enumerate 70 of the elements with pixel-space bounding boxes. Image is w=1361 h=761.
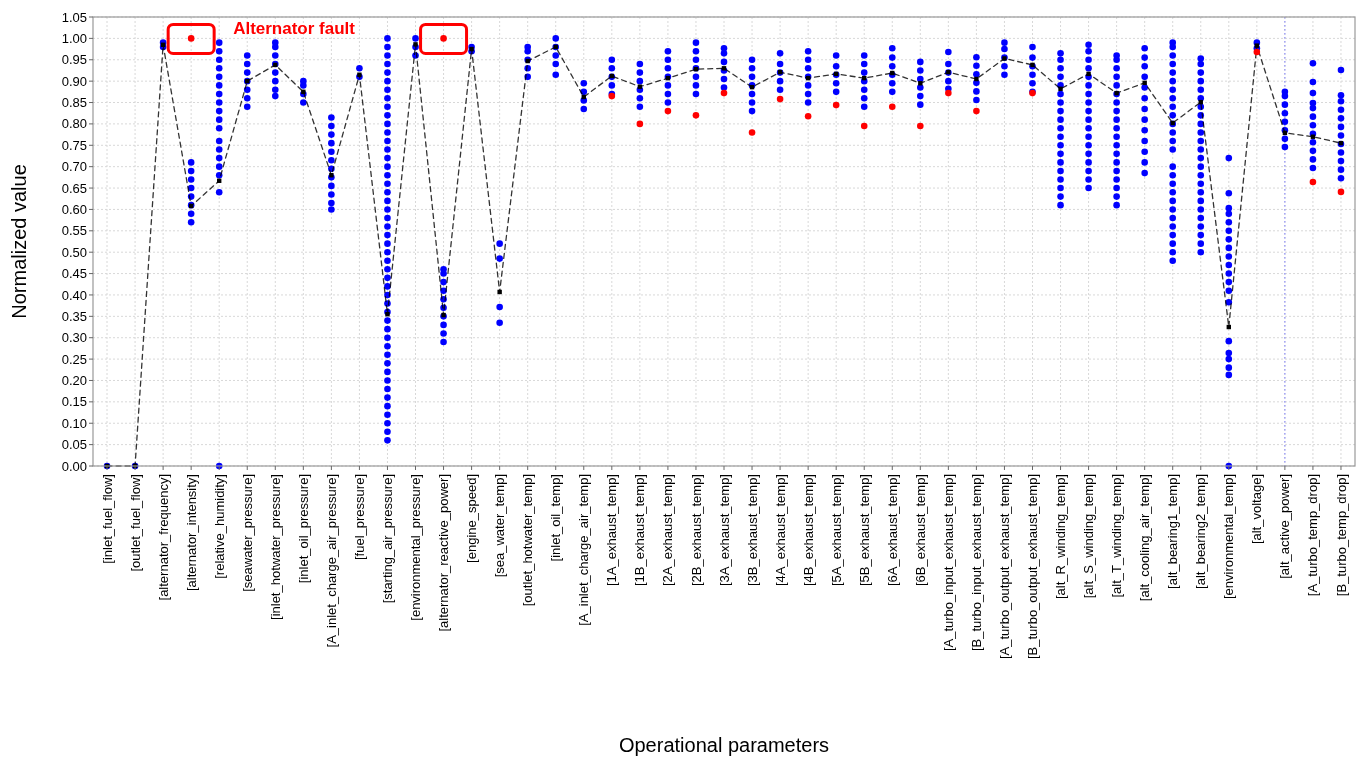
x-tick-label: [alt_T_winding_temp] xyxy=(1109,474,1125,598)
x-tick-label: [1B_exhaust_temp] xyxy=(632,474,648,587)
y-tick-label: 0.30 xyxy=(61,330,87,346)
y-tick-label: 0.65 xyxy=(61,180,87,196)
x-tick-label: [environmental_pressure] xyxy=(408,474,424,621)
x-axis-title: Operational parameters xyxy=(618,734,830,756)
x-tick-label: [outlet_hotwater_temp] xyxy=(520,474,536,607)
x-tick-label: [relative_humidity] xyxy=(211,474,227,579)
y-tick-label: 0.10 xyxy=(61,415,87,431)
x-tick-label: [3A_exhaust_temp] xyxy=(716,474,732,587)
x-tick-label: [B_turbo_output_exhaust_temp] xyxy=(1025,474,1041,660)
x-tick-label: [alt_R_winding_temp] xyxy=(1053,474,1069,600)
y-tick-label: 0.00 xyxy=(61,458,87,474)
x-tick-label: [starting_air_pressure] xyxy=(380,474,396,604)
x-tick-label: [alt_S_winding_temp] xyxy=(1081,474,1097,599)
x-tick-label: [alt_bearing1_temp] xyxy=(1165,474,1181,589)
x-tick-label: [sea_water_temp] xyxy=(492,474,508,578)
y-tick-label: 0.80 xyxy=(61,116,87,132)
x-tick-label: [5A_exhaust_temp] xyxy=(828,474,844,587)
y-tick-label: 1.00 xyxy=(61,30,87,46)
y-tick-label: 0.55 xyxy=(61,223,87,239)
x-tick-label: [alt_active_power] xyxy=(1277,474,1293,579)
y-tick-label: 0.25 xyxy=(61,351,87,367)
x-tick-label: [4A_exhaust_temp] xyxy=(772,474,788,587)
y-tick-label: 0.95 xyxy=(61,52,87,68)
x-tick-label: [alt_bearing2_temp] xyxy=(1193,474,1209,589)
y-tick-label: 0.40 xyxy=(61,287,87,303)
x-tick-label: [inlet_fuel_flow] xyxy=(99,474,115,564)
y-tick-label: 0.15 xyxy=(61,394,87,410)
x-tick-label: [A_turbo_temp_drop] xyxy=(1305,474,1321,597)
y-tick-label: 0.70 xyxy=(61,159,87,175)
x-tick-label: [inlet_oil_temp] xyxy=(548,474,564,562)
annotation: Alternator fault xyxy=(233,19,356,39)
y-tick-label: 0.75 xyxy=(61,137,87,153)
x-tick-label: [2A_exhaust_temp] xyxy=(660,474,676,587)
x-tick-label: [A_inlet_charge_air_temp] xyxy=(576,474,592,626)
x-tick-label: [inlet_hotwater_pressure] xyxy=(267,474,283,620)
x-tick-label: [outlet_fuel_flow] xyxy=(127,474,143,572)
y-tick-label: 0.45 xyxy=(61,266,87,282)
x-tick-label: [alt_cooling_air_temp] xyxy=(1137,474,1153,602)
x-tick-label: [B_turbo_input_exhaust_temp] xyxy=(968,474,984,652)
x-tick-label: [A_inlet_charge_air_pressure] xyxy=(323,474,339,648)
x-tick-label: [1A_exhaust_temp] xyxy=(604,474,620,587)
y-tick-label: 0.05 xyxy=(61,437,87,453)
y-tick-label: 0.85 xyxy=(61,95,87,111)
y-axis-title: Normalized value xyxy=(8,164,30,319)
x-tick-label: [6B_exhaust_temp] xyxy=(912,474,928,587)
x-tick-label: [environmental_temp] xyxy=(1221,474,1237,600)
x-tick-label: [alternator_frequency] xyxy=(155,474,171,601)
x-tick-label: [inlet_oil_pressure] xyxy=(295,474,311,584)
x-tick-label: [5B_exhaust_temp] xyxy=(856,474,872,587)
y-tick-label: 1.05 xyxy=(61,9,87,25)
x-tick-label: [3B_exhaust_temp] xyxy=(744,474,760,587)
x-tick-label: [alternator_reactive_power] xyxy=(436,474,452,632)
x-tick-label: [engine_speed] xyxy=(464,474,480,563)
y-tick-label: 0.90 xyxy=(61,73,87,89)
y-tick-label: 0.20 xyxy=(61,373,87,389)
y-tick-label: 0.50 xyxy=(61,244,87,260)
x-tick-label: [alt_voltage] xyxy=(1249,474,1265,545)
x-tick-label: [alternator_intensity] xyxy=(183,474,199,592)
x-tick-label: [4B_exhaust_temp] xyxy=(800,474,816,587)
x-tick-label: [A_turbo_input_exhaust_temp] xyxy=(940,474,956,652)
y-tick-label: 0.35 xyxy=(61,308,87,324)
x-tick-label: [2B_exhaust_temp] xyxy=(688,474,704,587)
y-tick-label: 0.60 xyxy=(61,201,87,217)
x-tick-label: [seawater_pressure] xyxy=(239,474,255,592)
x-tick-label: [B_turbo_temp_drop] xyxy=(1333,474,1349,597)
x-tick-label: [6A_exhaust_temp] xyxy=(884,474,900,587)
x-tick-label: [A_turbo_output_exhaust_temp] xyxy=(996,474,1012,660)
x-tick-label: [fuel_pressure] xyxy=(351,474,367,560)
